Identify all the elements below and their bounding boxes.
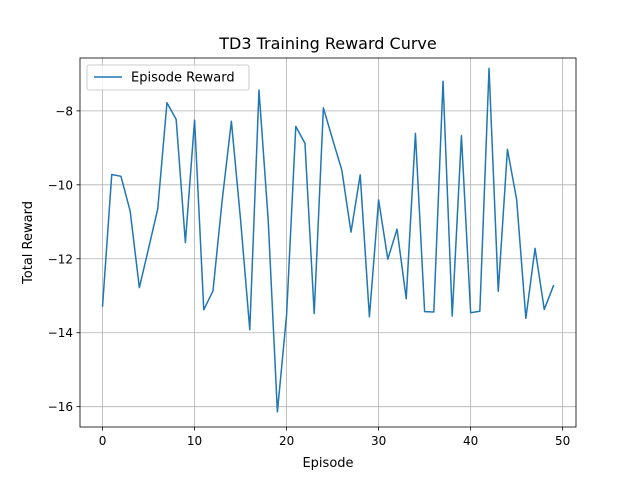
ticks: 0 10 20 30 40 50 −16 −14 −12 −10 −8: [48, 104, 571, 448]
legend-box: [86, 64, 250, 91]
x-tick-label: 20: [279, 434, 294, 448]
x-tick-label: 0: [99, 434, 107, 448]
x-axis-label: Episode: [302, 456, 353, 471]
legend-label: Episode Reward: [131, 71, 235, 86]
y-tick-label: −10: [48, 178, 73, 192]
data-layer: [101, 67, 555, 413]
x-tick-label: 30: [371, 434, 386, 448]
y-axis-label: Total Reward: [21, 201, 36, 285]
x-tick-label: 10: [187, 434, 202, 448]
series-line-episode-reward: [101, 67, 555, 413]
y-tick-label: −16: [48, 400, 73, 414]
y-tick-label: −8: [55, 104, 73, 118]
y-tick-label: −14: [48, 326, 73, 340]
legend: Episode Reward: [86, 64, 250, 91]
chart-title: TD3 Training Reward Curve: [218, 34, 436, 53]
x-tick-label: 50: [555, 434, 570, 448]
x-tick-label: 40: [463, 434, 478, 448]
plot-frame: [79, 57, 577, 428]
y-tick-label: −12: [48, 252, 73, 266]
